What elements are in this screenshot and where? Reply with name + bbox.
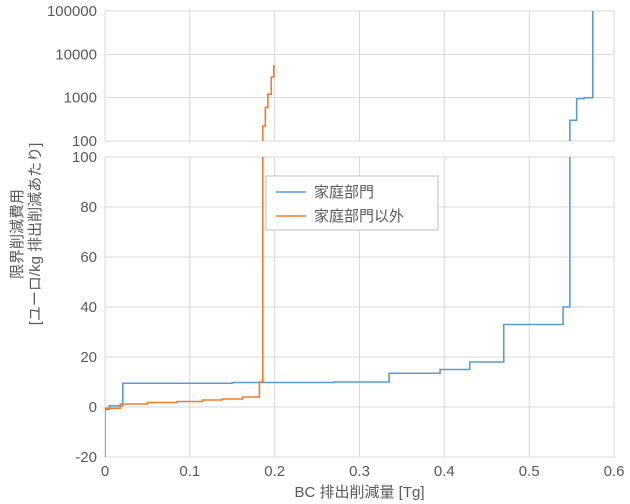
- x-tick-label: 0.4: [434, 463, 455, 480]
- chart-container: 00.10.20.30.40.50.6-20020406080100100100…: [0, 0, 630, 504]
- y-axis-label-line1: 限界削減費用: [9, 189, 26, 279]
- x-tick-label: 0.2: [264, 463, 285, 480]
- y-top-tick-label: 100: [72, 133, 97, 150]
- chart-svg: 00.10.20.30.40.50.6-20020406080100100100…: [0, 0, 630, 504]
- x-tick-label: 0.3: [349, 463, 370, 480]
- x-tick-label: 0: [101, 463, 109, 480]
- x-tick-label: 0.1: [179, 463, 200, 480]
- y-bottom-tick-label: -20: [75, 449, 97, 466]
- y-bottom-tick-label: 20: [80, 349, 97, 366]
- y-axis-label-line2: [ユーロ/kg 排出削減あたり]: [27, 143, 44, 326]
- legend-label: 家庭部門以外: [314, 208, 404, 225]
- y-bottom-tick-label: 60: [80, 249, 97, 266]
- y-bottom-tick-label: 80: [80, 199, 97, 216]
- y-bottom-tick-label: 100: [72, 149, 97, 166]
- series-other-top: [263, 65, 274, 141]
- x-axis-label: BC 排出削減量 [Tg]: [294, 484, 424, 501]
- y-bottom-tick-label: 0: [89, 399, 97, 416]
- y-top-tick-label: 100000: [47, 3, 97, 20]
- x-tick-label: 0.5: [519, 463, 540, 480]
- legend-label: 家庭部門: [314, 184, 374, 201]
- series-other-bottom: [105, 157, 263, 408]
- y-top-tick-label: 10000: [55, 46, 97, 63]
- y-top-tick-label: 1000: [64, 90, 97, 107]
- x-tick-label: 0.6: [604, 463, 625, 480]
- series-household-top: [570, 6, 593, 141]
- y-bottom-tick-label: 40: [80, 299, 97, 316]
